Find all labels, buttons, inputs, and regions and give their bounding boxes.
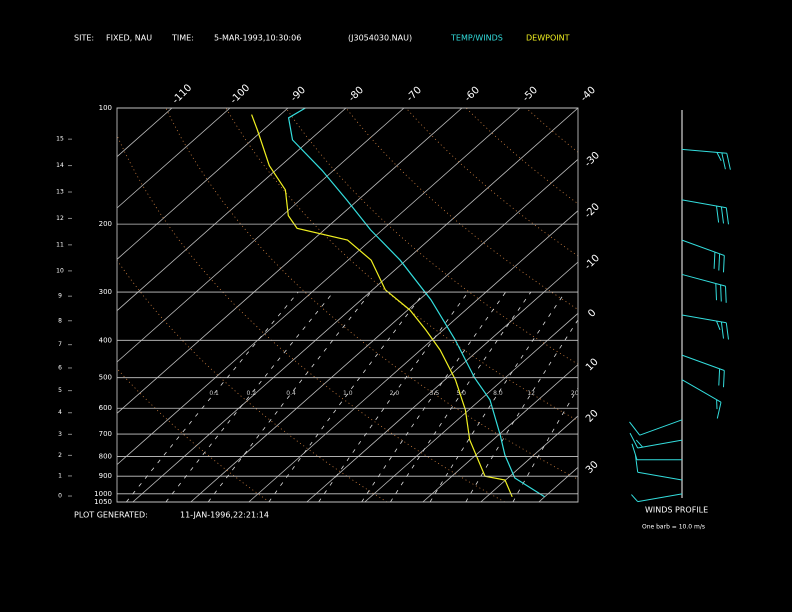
pressure-label: 800	[99, 452, 112, 460]
generated: 11-JAN-1996,22:21:14	[180, 511, 269, 520]
winds-title: WINDS PROFILE	[645, 506, 708, 515]
mixing-ratio-line	[165, 291, 334, 502]
isotherm	[132, 108, 578, 502]
mixing-ratio-label: 3.5	[430, 390, 440, 397]
height-label: 13	[56, 189, 64, 196]
height-label: 2	[58, 452, 62, 459]
mixing-ratio-line	[318, 291, 469, 502]
height-label: 4	[58, 409, 62, 416]
site: FIXED, NAU	[106, 34, 152, 43]
file: (J3054030.NAU)	[348, 34, 412, 43]
mixing-ratio-label: 0.2	[247, 390, 257, 397]
mixing-ratio-label: 0.4	[286, 390, 296, 397]
wind-barb	[681, 239, 725, 273]
height-label: 7	[58, 341, 62, 348]
isotherm	[117, 108, 347, 312]
wind-barb	[681, 379, 722, 419]
wind-barb	[681, 199, 729, 225]
wind-barb	[635, 455, 683, 481]
height-label: 8	[58, 317, 62, 324]
site-label: SITE:	[74, 34, 94, 43]
mixing-ratio-line	[207, 291, 372, 502]
wind-barb	[681, 148, 731, 170]
height-label: 11	[56, 241, 64, 248]
pressure-label: 900	[99, 472, 112, 480]
mixing-ratio-label: 20	[571, 390, 579, 397]
pressure-label: 1000	[94, 490, 112, 498]
isotherm	[117, 108, 463, 414]
isotherm	[117, 108, 231, 209]
wind-barb	[629, 419, 683, 436]
isotherm	[117, 108, 521, 466]
isotherm	[117, 108, 405, 363]
height-label: 12	[56, 215, 64, 222]
isotherm	[190, 158, 578, 502]
pressure-label: 300	[99, 288, 112, 296]
wind-barb	[681, 314, 729, 340]
mixing-ratio-label: 8.0	[493, 390, 503, 397]
winds-note: One barb = 10.0 m/s	[642, 524, 705, 531]
height-label: 9	[58, 293, 62, 300]
height-label: 14	[56, 162, 64, 169]
mixing-ratio-line	[390, 291, 532, 502]
wind-barb	[681, 273, 727, 303]
wind-barb	[681, 354, 725, 388]
pressure-label: 400	[99, 336, 112, 344]
isotherm	[480, 415, 578, 502]
height-label: 15	[56, 136, 64, 143]
pressure-label: 600	[99, 404, 112, 412]
mixing-ratio-label: 5.0	[456, 390, 466, 397]
mixing-ratio-label: 2.0	[390, 390, 400, 397]
dry-adiabat	[117, 259, 388, 502]
wind-barb	[629, 432, 683, 449]
time-label: TIME:	[171, 34, 194, 43]
profile-line	[287, 108, 545, 498]
isotherm	[364, 312, 578, 502]
pressure-label: 700	[99, 430, 112, 438]
height-label: 0	[58, 493, 62, 500]
dry-adiabat	[165, 108, 578, 480]
profile-line	[251, 114, 513, 498]
height-label: 5	[58, 387, 62, 394]
wind-barb	[631, 493, 683, 503]
height-label: 1	[58, 472, 62, 479]
mixing-ratio-label: 12	[527, 390, 535, 397]
dry-adiabat	[117, 134, 505, 502]
time: 5-MAR-1993,10:30:06	[214, 34, 301, 43]
mixing-ratio-label: 0.1	[209, 390, 219, 397]
mixing-ratio-line	[361, 291, 507, 502]
pressure-label: 100	[99, 104, 112, 112]
height-label: 3	[58, 431, 62, 438]
isotherm	[117, 108, 289, 260]
isotherm	[248, 210, 578, 502]
mixing-ratio-line	[268, 291, 425, 502]
pressure-label: 1050	[94, 498, 112, 506]
legend-dewpoint: DEWPOINT	[526, 34, 570, 43]
mixing-ratio-label: 1.0	[343, 390, 353, 397]
legend-temp: TEMP/WINDS	[450, 34, 503, 43]
isotherm	[306, 261, 578, 502]
pressure-label: 200	[99, 220, 112, 228]
dry-adiabat	[225, 108, 578, 422]
isotherm	[422, 364, 578, 502]
height-label: 6	[58, 364, 62, 371]
plot-area: 0.1 0.2 0.4 1.0 2.0 3.5 5.0 8.0 12 20	[117, 108, 579, 502]
height-label: 10	[56, 267, 64, 274]
generated-label: PLOT GENERATED:	[74, 511, 148, 520]
pressure-label: 500	[99, 374, 112, 382]
